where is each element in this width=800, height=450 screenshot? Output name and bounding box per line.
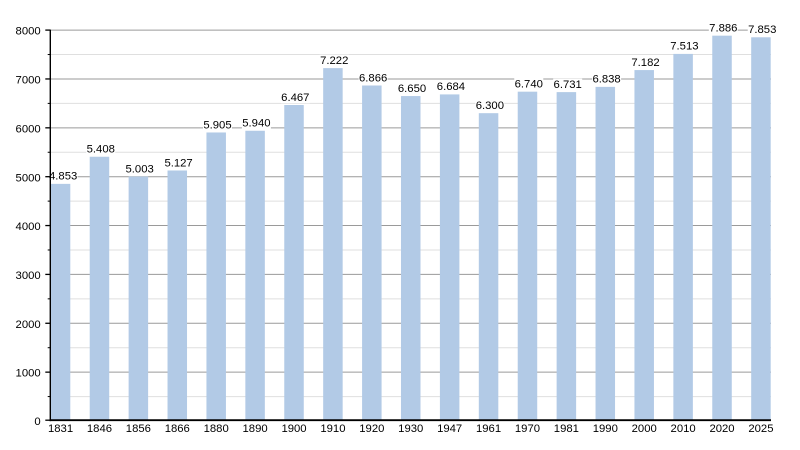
- svg-text:4.853: 4.853: [49, 171, 77, 183]
- svg-text:6.300: 6.300: [476, 100, 504, 112]
- svg-text:1920: 1920: [359, 423, 384, 435]
- svg-text:2000: 2000: [16, 319, 41, 331]
- svg-text:2010: 2010: [671, 423, 696, 435]
- svg-text:1930: 1930: [398, 423, 423, 435]
- svg-text:6.650: 6.650: [398, 83, 426, 95]
- svg-text:2020: 2020: [709, 423, 734, 435]
- svg-text:6.866: 6.866: [359, 72, 387, 84]
- svg-text:3000: 3000: [16, 270, 41, 282]
- svg-text:1000: 1000: [16, 368, 41, 380]
- svg-text:1990: 1990: [593, 423, 618, 435]
- svg-text:4000: 4000: [16, 221, 41, 233]
- svg-text:5.905: 5.905: [203, 119, 231, 131]
- svg-text:1981: 1981: [554, 423, 579, 435]
- svg-text:7000: 7000: [16, 75, 41, 87]
- svg-text:0: 0: [34, 416, 40, 428]
- svg-text:5.127: 5.127: [164, 157, 192, 169]
- svg-text:5.408: 5.408: [87, 144, 115, 156]
- svg-text:6000: 6000: [16, 123, 41, 135]
- svg-text:1866: 1866: [165, 423, 190, 435]
- svg-text:7.886: 7.886: [709, 22, 737, 34]
- svg-text:7.853: 7.853: [748, 24, 776, 36]
- svg-text:1890: 1890: [243, 423, 268, 435]
- svg-text:7.182: 7.182: [631, 57, 659, 69]
- svg-text:5.003: 5.003: [126, 163, 154, 175]
- svg-text:5.940: 5.940: [242, 118, 270, 130]
- svg-text:6.684: 6.684: [437, 81, 465, 93]
- svg-text:1856: 1856: [126, 423, 151, 435]
- svg-text:1880: 1880: [204, 423, 229, 435]
- svg-text:1947: 1947: [437, 423, 462, 435]
- svg-text:8000: 8000: [16, 26, 41, 38]
- svg-text:7.222: 7.222: [320, 55, 348, 67]
- svg-text:6.740: 6.740: [515, 78, 543, 90]
- svg-text:2025: 2025: [748, 423, 773, 435]
- svg-text:1910: 1910: [320, 423, 345, 435]
- svg-text:1970: 1970: [515, 423, 540, 435]
- svg-text:1831: 1831: [48, 423, 73, 435]
- svg-text:7.513: 7.513: [670, 41, 698, 53]
- svg-text:1846: 1846: [87, 423, 112, 435]
- svg-text:6.838: 6.838: [592, 74, 620, 86]
- svg-text:6.467: 6.467: [281, 92, 309, 104]
- svg-text:1900: 1900: [281, 423, 306, 435]
- svg-text:2000: 2000: [632, 423, 657, 435]
- svg-text:5000: 5000: [16, 172, 41, 184]
- svg-text:6.731: 6.731: [554, 79, 582, 91]
- svg-text:1961: 1961: [476, 423, 501, 435]
